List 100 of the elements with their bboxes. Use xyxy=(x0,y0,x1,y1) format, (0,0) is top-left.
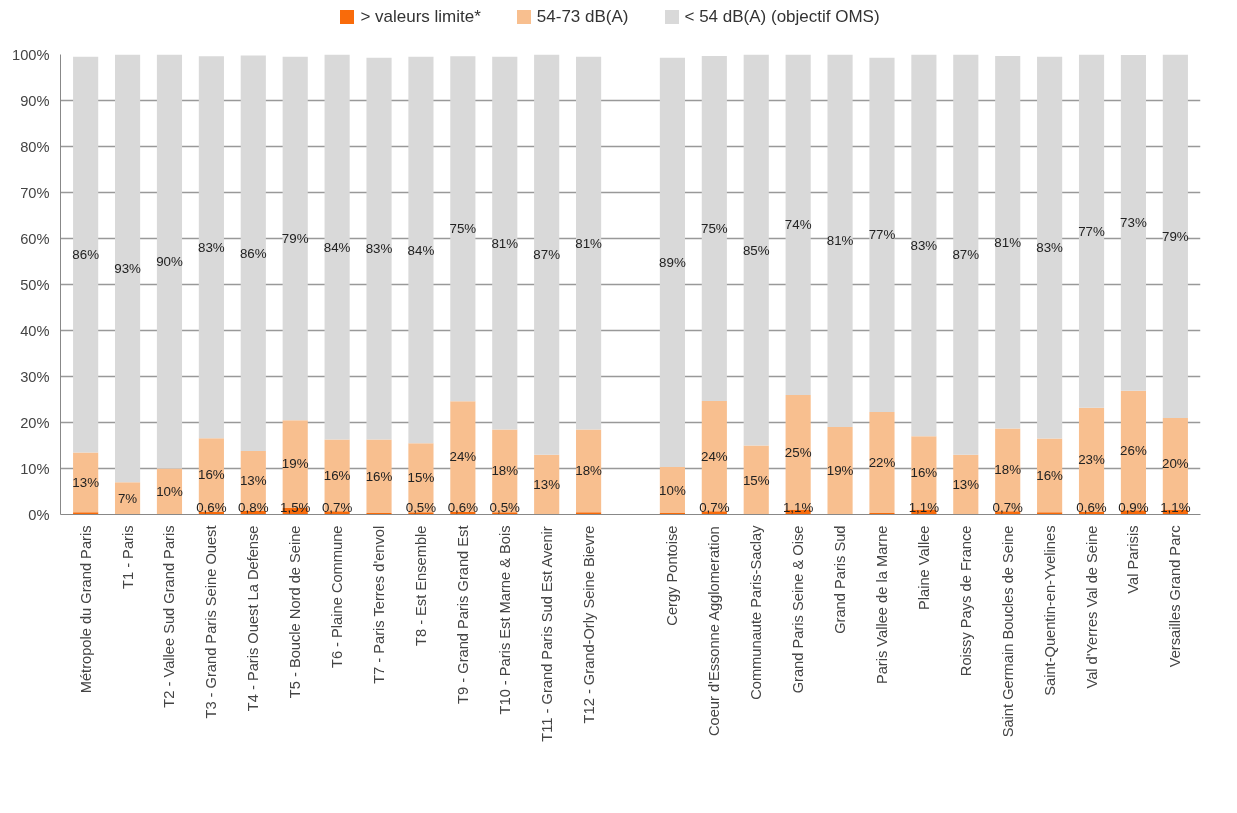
data-label: 19% xyxy=(281,456,309,472)
data-label: 22% xyxy=(868,455,896,471)
y-tick-label: 100% xyxy=(12,46,50,63)
x-tick-label: T5 - Boucle Nord de Seine xyxy=(287,525,304,699)
y-tick-label: 10% xyxy=(20,460,50,477)
x-tick-label: T4 - Paris Ouest La Defense xyxy=(245,525,262,712)
x-tick-label: Communaute Paris-Saclay xyxy=(748,524,765,700)
data-label: 24% xyxy=(449,449,477,465)
y-tick-label: 20% xyxy=(20,414,50,431)
x-tick-label: T12 - Grand-Orly Seine Bievre xyxy=(580,525,597,724)
data-label: 90% xyxy=(156,254,183,269)
data-label: 24% xyxy=(700,448,728,464)
data-label: 0,5% xyxy=(489,499,521,515)
data-label: 87% xyxy=(952,247,980,263)
data-label: 84% xyxy=(323,239,351,255)
data-label: 25% xyxy=(784,444,812,460)
data-label: 0,8% xyxy=(238,499,269,515)
data-label: 0,9% xyxy=(1118,499,1149,515)
data-label: 79% xyxy=(1162,228,1189,244)
x-tick-label: Versailles Grand Parc xyxy=(1167,525,1184,668)
data-label: 75% xyxy=(700,220,728,236)
x-tick-label: Grand Paris Sud xyxy=(832,525,849,634)
data-label: 26% xyxy=(1120,443,1147,459)
data-label: 13% xyxy=(239,473,267,489)
data-label: 16% xyxy=(365,468,393,484)
data-label: 23% xyxy=(1078,452,1106,468)
data-label: 83% xyxy=(365,241,393,257)
data-label: 77% xyxy=(1078,223,1106,239)
data-label: 16% xyxy=(1036,467,1064,483)
x-tick-label: T9 - Grand Paris Grand Est xyxy=(454,525,471,704)
data-label: 74% xyxy=(784,217,812,233)
x-tick-label: Paris Vallee de la Marne xyxy=(873,525,890,685)
data-label: 0,5% xyxy=(405,499,437,515)
y-tick-label: 70% xyxy=(20,184,50,201)
data-label: 19% xyxy=(826,463,854,479)
data-label: 10% xyxy=(659,482,686,498)
x-tick-label: Val d'Yerres Val de Seine xyxy=(1083,525,1100,689)
y-tick-label: 60% xyxy=(20,230,50,247)
data-label: 83% xyxy=(1036,240,1064,256)
x-tick-label: Cergy Pontoise xyxy=(664,525,681,626)
data-label: 0,6% xyxy=(1076,499,1107,515)
data-label: 18% xyxy=(994,462,1022,478)
data-label: 0,7% xyxy=(699,499,730,515)
data-label: 83% xyxy=(910,237,938,253)
y-tick-label: 80% xyxy=(20,138,50,155)
data-label: 93% xyxy=(114,260,142,276)
data-label: 0,7% xyxy=(992,499,1024,515)
x-tick-label: T1 - Paris xyxy=(119,525,136,590)
x-tick-label: Plaine Vallee xyxy=(915,525,932,610)
x-tick-label: Saint-Quentin-en-Yvelines xyxy=(1041,525,1058,696)
data-label: 13% xyxy=(952,477,980,493)
x-tick-label: Saint Germain Boucles de Seine xyxy=(999,525,1016,738)
data-label: 73% xyxy=(1120,215,1147,231)
y-tick-label: 40% xyxy=(20,322,50,339)
data-label: 81% xyxy=(491,235,519,251)
data-label: 7% xyxy=(117,490,138,506)
legend-label: > valeurs limite* xyxy=(359,7,481,26)
data-label: 86% xyxy=(239,245,267,261)
data-label: 0,6% xyxy=(447,499,479,515)
x-tick-label: T11 - Grand Paris Sud Est Avenir xyxy=(538,526,555,742)
legend-label: < 54 dB(A) (objectif OMS) xyxy=(683,7,880,26)
data-label: 10% xyxy=(156,484,183,499)
data-label: 83% xyxy=(198,239,225,255)
data-label: 89% xyxy=(659,254,686,270)
x-tick-label: Roissy Pays de France xyxy=(957,525,974,677)
data-label: 16% xyxy=(910,465,938,481)
y-tick-label: 0% xyxy=(28,506,50,523)
data-label: 75% xyxy=(449,221,477,237)
x-tick-label: T10 - Paris Est Marne & Bois xyxy=(496,525,513,715)
x-tick-label: T7 - Paris Terres d'envol xyxy=(371,525,388,684)
data-label: 13% xyxy=(72,474,100,490)
y-tick-label: 30% xyxy=(20,368,50,385)
x-tick-label: Val Parisis xyxy=(1125,525,1142,594)
y-tick-label: 90% xyxy=(20,92,50,109)
x-tick-label: Coeur d'Essonne Agglomeration xyxy=(706,526,723,737)
data-label: 79% xyxy=(281,231,309,246)
data-label: 77% xyxy=(868,227,896,243)
data-label: 15% xyxy=(742,472,770,488)
data-label: 85% xyxy=(742,242,770,258)
data-label: 0,7% xyxy=(321,499,353,515)
data-label: 20% xyxy=(1162,456,1189,472)
x-tick-label: T3 - Grand Paris Seine Ouest xyxy=(203,525,220,719)
x-tick-label: T2 - Vallee Sud Grand Paris xyxy=(161,525,178,708)
legend-label: 54-73 dB(A) xyxy=(535,7,629,26)
data-label: 87% xyxy=(533,247,561,263)
data-label: 81% xyxy=(826,233,854,249)
x-tick-label: T6 - Plaine Commune xyxy=(329,525,346,669)
data-label: 15% xyxy=(407,470,435,486)
data-label: 16% xyxy=(323,467,351,483)
data-label: 81% xyxy=(994,234,1022,250)
x-tick-label: Grand Paris Seine & Oise xyxy=(790,525,807,694)
data-label: 18% xyxy=(491,463,519,479)
data-label: 84% xyxy=(407,242,435,258)
x-tick-label: T8 - Est Ensemble xyxy=(412,525,429,647)
data-label: 0,6% xyxy=(196,499,227,515)
x-tick-label: Métropole du Grand Paris xyxy=(77,525,94,694)
data-label: 13% xyxy=(533,477,561,493)
data-label: 81% xyxy=(575,235,603,251)
data-label: 18% xyxy=(575,463,603,479)
data-label: 16% xyxy=(198,467,225,483)
